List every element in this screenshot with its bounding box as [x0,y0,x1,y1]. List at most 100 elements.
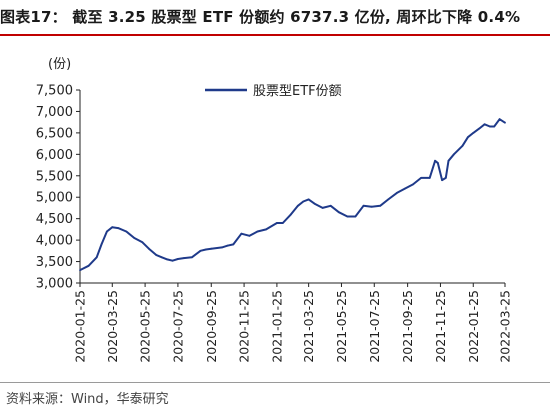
x-tick-label: 2022-03-25 [498,290,513,363]
data-point [95,256,98,259]
x-tick-label: 2020-07-25 [170,290,185,363]
data-point [182,257,185,259]
data-point [199,249,202,252]
data-point [297,204,299,207]
data-point [87,264,90,267]
y-tick-label: 7,000 [36,105,73,120]
legend-label: 股票型ETF份额 [253,84,342,99]
data-point [307,198,310,201]
title-rule [0,34,550,36]
data-point [478,127,481,130]
data-point [362,204,365,207]
y-tick-label: 5,000 [36,191,73,206]
data-point [177,258,179,260]
x-tick-label: 2020-09-25 [204,290,219,363]
data-point [428,177,431,179]
data-point [276,222,278,224]
data-point [346,215,349,218]
x-tick-label: 2021-01-25 [269,290,284,363]
data-point [111,226,114,229]
data-point [434,159,436,162]
data-point [404,187,406,190]
x-tick-label: 2020-03-25 [105,290,120,363]
data-point [125,230,128,233]
data-point [248,234,251,237]
x-tick-label: 2021-07-25 [367,290,382,363]
plot-area [79,118,506,271]
source-rule [0,382,550,383]
data-point [472,132,475,134]
data-point [141,241,144,244]
data-point [302,200,305,203]
data-point [396,192,398,194]
data-point [498,118,501,121]
data-point [420,177,422,179]
data-point [370,205,373,208]
x-tick-label: 2021-05-25 [334,290,349,363]
data-point [441,179,443,182]
data-point [337,211,340,214]
data-point [232,243,235,246]
data-point [447,159,450,162]
y-tick-label: 6,000 [36,148,73,163]
data-point [444,177,447,179]
y-tick-label: 7,500 [36,84,73,99]
data-point [160,256,163,259]
x-tick-label: 2021-03-25 [301,290,316,363]
data-point [205,248,207,251]
legend: 股票型ETF份额 [205,84,342,99]
data-point [79,269,81,271]
data-point [148,247,150,250]
data-point [412,183,414,186]
data-point [387,198,390,201]
data-point [106,230,108,233]
data-point [281,222,284,224]
data-point [313,202,316,205]
data-point [155,254,158,256]
source-note: 资料来源：Wind，华泰研究 [6,392,169,407]
x-tick-label: 2021-09-25 [400,290,415,363]
x-axis: 2020-01-25 2020-03-25 2020-05-25 2020-07-25… [73,282,513,363]
data-point [265,228,267,231]
data-point [221,246,223,249]
y-axis-unit-label: (份) [48,57,71,72]
data-point [133,237,136,239]
data-point [461,144,464,147]
page-title: 图表17： 截至 3.25 股票型 ETF 份额约 6737.3 亿份, 周环比… [0,8,521,26]
y-tick-label: 4,500 [36,212,73,227]
data-point [467,136,469,139]
data-point [226,244,229,247]
data-point [489,125,491,128]
x-tick-label: 2020-05-25 [138,290,153,363]
data-point [321,207,324,209]
x-tick-label: 2020-01-25 [73,290,88,363]
y-tick-label: 3,500 [36,255,73,270]
data-point [171,259,174,262]
data-point [290,213,292,216]
data-point [210,247,213,250]
y-tick-label: 5,500 [36,169,73,184]
data-point [453,153,455,156]
data-point [354,215,357,218]
data-point [483,123,486,126]
data-point [493,125,496,128]
data-point [240,232,243,235]
y-tick-label: 3,000 [36,277,73,292]
data-point [504,121,506,124]
data-point [436,162,439,164]
data-point [379,204,382,207]
data-point [166,258,169,261]
x-tick-label: 2022-01-25 [466,290,481,363]
data-point [329,204,332,207]
x-tick-label: 2021-11-25 [433,290,448,363]
stock-etf-share-chart: (份) 3,000 3,500 4,000 4,500 5,000 5,500 6,000 6… [36,57,513,363]
data-point [117,227,120,230]
data-point [191,256,193,259]
x-tick-label: 2020-11-25 [237,290,252,363]
data-point [100,243,103,246]
series-line [79,118,506,271]
y-tick-label: 4,000 [36,234,73,249]
data-point [256,230,259,233]
y-axis: 3,000 3,500 4,000 4,500 5,000 5,500 6,000 6,500… [36,84,81,292]
y-tick-label: 6,500 [36,126,73,141]
